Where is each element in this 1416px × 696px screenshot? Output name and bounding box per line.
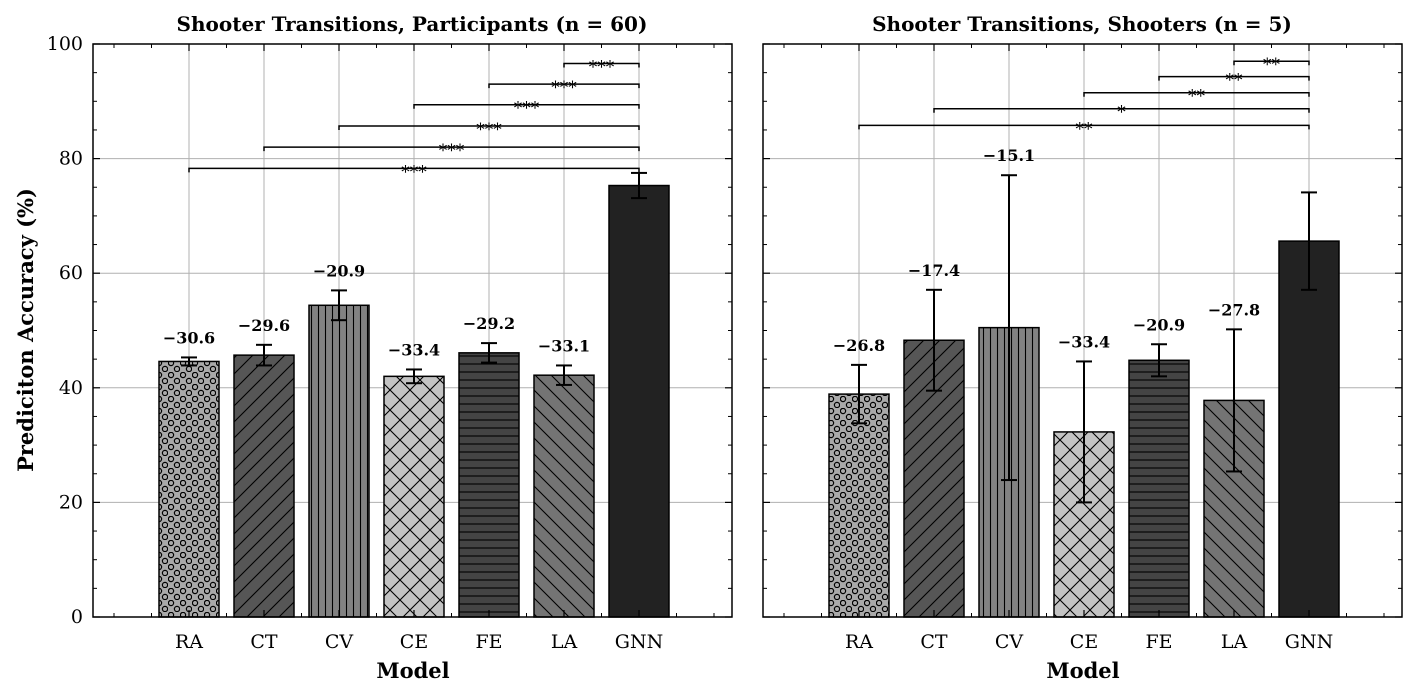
significance-label: *** xyxy=(439,141,465,161)
bar-hatch xyxy=(459,352,519,617)
bar-label: −33.1 xyxy=(538,336,590,355)
x-axis-label: Model xyxy=(376,658,449,683)
significance-label: ** xyxy=(1076,119,1094,139)
significance-bracket xyxy=(488,83,640,89)
significance-brackets: *** *** *** *** *** *** xyxy=(188,57,640,182)
x-tick-label: GNN xyxy=(615,631,663,653)
significance-bracket xyxy=(263,146,640,152)
bar-hatch xyxy=(159,361,219,617)
bars: −30.6 −29.6 −20.9 −33.4 −29.2 −33.1 xyxy=(158,171,670,618)
significance-label: ** xyxy=(1263,55,1281,75)
significance-bracket xyxy=(188,167,640,173)
bar-hatch xyxy=(1129,360,1189,617)
bar-label: −27.8 xyxy=(1208,300,1260,319)
significance-label: *** xyxy=(551,78,577,98)
bar-label: −20.9 xyxy=(1133,315,1185,334)
significance-bracket xyxy=(413,103,640,109)
x-tick-label: RA xyxy=(175,631,203,653)
bar-label: −26.8 xyxy=(833,336,885,355)
significance-label: *** xyxy=(514,99,540,119)
x-tick-label: FE xyxy=(1145,631,1172,653)
bar-label: −33.4 xyxy=(1058,332,1110,351)
axis-ticks: RA CT CV CE FE LA GNN xyxy=(763,43,1402,653)
x-tick-label: LA xyxy=(1221,631,1248,653)
x-tick-label: CV xyxy=(995,631,1024,653)
bar-hatch xyxy=(309,305,369,617)
y-axis-label: Prediciton Accuracy (%) xyxy=(13,188,38,472)
significance-label: *** xyxy=(401,162,427,182)
x-axis-label: Model xyxy=(1046,658,1119,683)
bar-label: −29.6 xyxy=(238,316,290,335)
x-tick-label: GNN xyxy=(1285,631,1333,653)
chart-title: Shooter Transitions, Shooters (n = 5) xyxy=(872,12,1292,36)
bar-hatch xyxy=(829,394,889,617)
y-tick-label: 80 xyxy=(59,148,83,170)
y-tick-label: 100 xyxy=(47,33,83,55)
x-tick-label: FE xyxy=(475,631,502,653)
y-tick-label: 0 xyxy=(71,606,83,628)
bar-label: −29.2 xyxy=(463,314,515,333)
significance-label: *** xyxy=(589,57,615,77)
x-tick-label: CV xyxy=(325,631,354,653)
bar-hatch xyxy=(384,376,444,617)
significance-bracket xyxy=(338,125,640,130)
bar-gnn xyxy=(1279,241,1339,617)
y-tick-label: 40 xyxy=(59,377,83,399)
bar-hatch xyxy=(534,375,594,617)
bars: −26.8 −17.4 −15.1 −33.4 −20.9 −27.8 xyxy=(828,146,1340,618)
panel-participants: Shooter Transitions, Participants (n = 6… xyxy=(13,12,733,683)
significance-label: ** xyxy=(1188,87,1206,107)
x-tick-label: LA xyxy=(551,631,578,653)
bar-label: −20.9 xyxy=(313,261,365,280)
x-tick-label: RA xyxy=(845,631,873,653)
bar-label: −15.1 xyxy=(983,146,1035,165)
bar-label: −30.6 xyxy=(163,328,215,347)
y-tick-label: 60 xyxy=(59,262,83,284)
significance-label: *** xyxy=(476,120,502,140)
bar-label: −33.4 xyxy=(388,340,440,359)
panel-shooters: Shooter Transitions, Shooters (n = 5) −2… xyxy=(762,12,1403,683)
axis-ticks: 0 20 40 60 80 100 RA CT CV CE FE LA GNN xyxy=(47,33,732,653)
x-tick-label: CE xyxy=(400,631,428,653)
significance-bracket xyxy=(1233,60,1310,66)
significance-brackets: ********* xyxy=(858,55,1310,139)
y-tick-label: 20 xyxy=(59,491,83,513)
x-tick-label: CT xyxy=(250,631,278,653)
significance-bracket xyxy=(1158,75,1310,81)
bar-label: −17.4 xyxy=(908,261,960,280)
significance-bracket xyxy=(563,62,640,68)
significance-bracket xyxy=(933,107,1310,113)
significance-label: ** xyxy=(1226,71,1244,91)
x-tick-label: CT xyxy=(920,631,948,653)
bar-gnn xyxy=(609,185,669,617)
significance-bracket xyxy=(1083,91,1310,97)
x-tick-label: CE xyxy=(1070,631,1098,653)
significance-bracket xyxy=(858,124,1310,130)
bar-hatch xyxy=(234,355,294,617)
significance-label: * xyxy=(1117,103,1126,123)
chart-title: Shooter Transitions, Participants (n = 6… xyxy=(177,12,648,36)
